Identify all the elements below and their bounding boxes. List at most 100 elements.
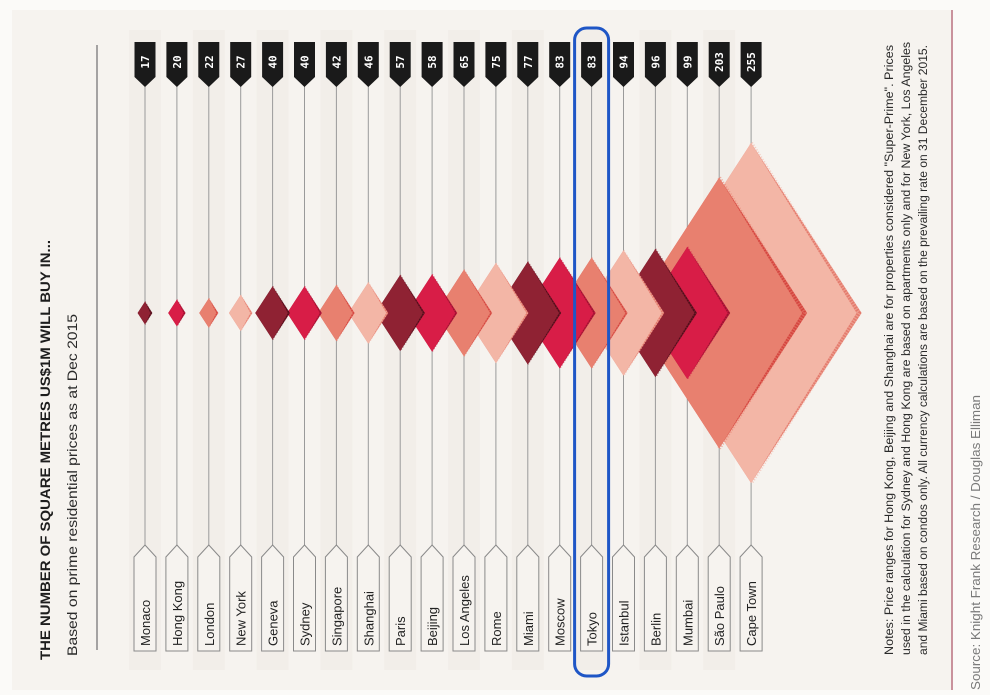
diamond-monaco	[137, 301, 153, 325]
value-tag-shape	[453, 42, 475, 87]
diamond-stripe	[367, 281, 389, 345]
diamond-new-york	[229, 294, 253, 332]
city-label-berlin: Berlin	[643, 544, 667, 652]
value-tag-tokyo: 83	[581, 42, 603, 87]
city-label-text: Hong Kong	[170, 581, 185, 646]
city-label-paris: Paris	[388, 544, 412, 652]
value-tag-shape	[740, 42, 762, 87]
city-label-text: Mumbai	[680, 600, 695, 646]
city-labels: Monaco Hong Kong London New York Geneva Sydne…	[133, 544, 763, 652]
diamond-face	[348, 282, 387, 344]
value-tag-istanbul: 94	[613, 42, 634, 87]
city-label-shanghai: Shanghai	[356, 544, 380, 652]
diamond-face	[199, 298, 217, 328]
city-label-text: London	[202, 603, 217, 646]
value-tag-hong-kong: 20	[166, 42, 188, 87]
diamond-geneva	[255, 285, 290, 341]
city-label-box	[356, 544, 380, 652]
city-label-moscow: Moscow	[548, 544, 572, 652]
notes-line-3: and Miami based on condos only. All curr…	[918, 45, 930, 655]
source-credit: Source: Knight Frank Research / Douglas …	[969, 395, 983, 690]
diamond-stripe	[303, 285, 322, 341]
city-label-text: Monaco	[138, 600, 153, 646]
value-label: 83	[586, 55, 599, 68]
value-label: 42	[330, 55, 343, 68]
city-label-box	[707, 544, 731, 652]
city-label-text: Beijing	[425, 607, 440, 646]
value-tag-moscow: 83	[549, 42, 571, 87]
diamond-stripe	[271, 285, 290, 341]
value-tag-shape	[581, 42, 603, 87]
city-label-box	[548, 544, 572, 652]
city-label-box	[420, 544, 444, 652]
value-tag-monaco: 17	[134, 42, 156, 87]
city-label-text: Rome	[489, 611, 504, 646]
city-label-london: London	[197, 544, 221, 652]
diamond-face	[375, 275, 423, 351]
city-label-box	[484, 544, 508, 652]
value-tag-shape	[294, 42, 315, 87]
value-label: 83	[554, 55, 567, 68]
value-tag-shape	[230, 42, 252, 87]
value-tag-shape	[421, 42, 443, 87]
value-label: 94	[618, 55, 631, 69]
diamond-paris	[375, 274, 425, 352]
tokyo-highlight-box	[573, 26, 611, 678]
value-tag-mumbai: 99	[676, 42, 698, 87]
value-label: 40	[267, 55, 280, 68]
value-label: 57	[394, 55, 407, 68]
city-label-cape-town: Cape Town	[739, 544, 763, 652]
value-tag-shape	[134, 42, 156, 87]
diamond-singapore	[318, 284, 355, 342]
diamond-sydney	[287, 285, 322, 341]
diamond-stripe	[558, 257, 596, 369]
city-label-hong-kong: Hong Kong	[165, 544, 189, 652]
city-label-singapore: Singapore	[324, 544, 348, 652]
city-label-monaco: Monaco	[133, 544, 157, 652]
diamond-rome	[463, 262, 529, 364]
diamond-face	[168, 299, 184, 327]
diamond-stripe	[495, 262, 529, 364]
value-tag-miami: 77	[517, 42, 539, 87]
city-label-rome: Rome	[484, 544, 508, 652]
diamond-face	[229, 295, 251, 331]
value-tag-shape	[676, 42, 698, 87]
city-label-text: Los Angeles	[457, 575, 472, 646]
value-label: 20	[171, 55, 184, 68]
value-tag-cape-town: 255	[740, 42, 762, 87]
value-label: 40	[299, 55, 312, 68]
diamond-face	[435, 269, 491, 357]
diamond-stripe	[208, 297, 219, 329]
city-label-text: São Paulo	[712, 586, 727, 646]
city-label-box	[739, 544, 763, 652]
city-label-box	[324, 544, 348, 652]
city-label-text: Istanbul	[617, 600, 632, 646]
city-label-box	[516, 544, 540, 652]
city-label-box	[675, 544, 699, 652]
city-label-box	[133, 544, 157, 652]
city-label-text: Geneva	[266, 600, 281, 646]
diamond-stripe	[686, 246, 731, 380]
value-label: 65	[458, 55, 471, 68]
value-tags: 17 20 22 27 40 40 42 46 57 58 65 75 77 83 83 94 96 99 203 2…	[134, 42, 762, 87]
diamond-stripe	[399, 274, 425, 352]
value-label: 58	[426, 55, 439, 68]
value-label: 96	[649, 55, 662, 69]
diamond-stripe	[717, 176, 808, 450]
value-tag-shape	[613, 42, 634, 87]
value-label: 27	[235, 55, 248, 68]
diamond-london	[199, 297, 219, 329]
city-label-miami: Miami	[516, 544, 540, 652]
value-tag-geneva: 40	[262, 42, 284, 87]
city-label-box	[197, 544, 221, 652]
diamond-face	[463, 263, 527, 363]
diamond-hong-kong	[168, 299, 186, 327]
value-label: 99	[681, 55, 694, 68]
city-label-box	[261, 544, 285, 652]
city-label-beijing: Beijing	[420, 544, 444, 652]
city-label-sydney: Sydney	[293, 544, 316, 652]
value-label: 22	[203, 55, 216, 68]
diamond-stripe	[463, 269, 493, 357]
city-label-box	[643, 544, 667, 652]
